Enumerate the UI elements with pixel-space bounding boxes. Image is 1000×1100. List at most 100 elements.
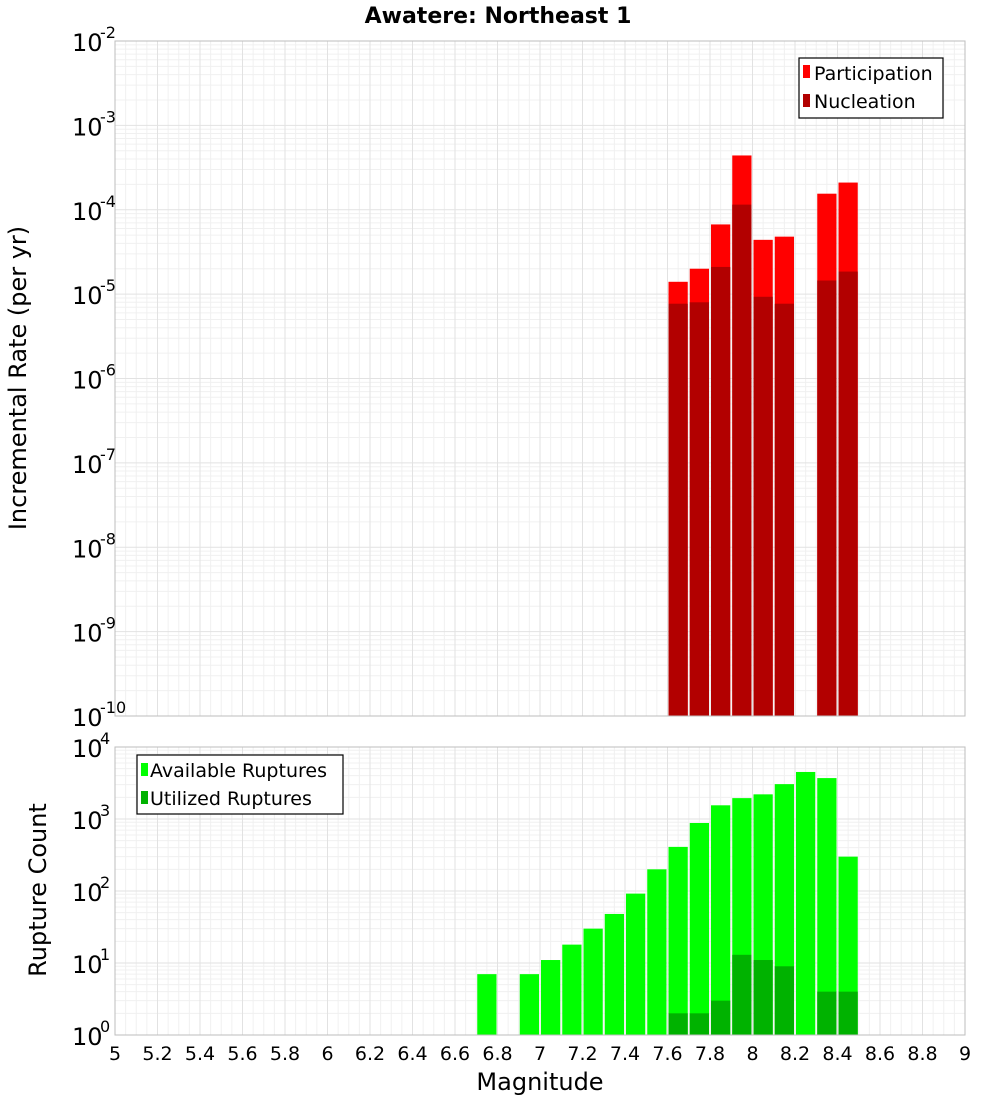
- top-y-tick-exponent: -9: [100, 614, 116, 633]
- x-tick-label: 6.2: [355, 1043, 385, 1065]
- available-ruptures-bar: [796, 771, 816, 1035]
- bottom-legend: Available Ruptures Utilized Ruptures: [136, 754, 344, 815]
- nucleation-bar: [753, 296, 773, 716]
- available-ruptures-bar: [689, 822, 709, 1035]
- top-legend-box: [798, 57, 944, 119]
- top-y-tick-label: 10: [72, 535, 103, 563]
- available-ruptures-bar: [711, 805, 731, 1035]
- x-tick-label: 7.8: [695, 1043, 725, 1065]
- x-tick-label: 6.8: [482, 1043, 512, 1065]
- utilized-ruptures-bar: [732, 954, 752, 1035]
- bottom-y-tick-exponent: 3: [100, 801, 110, 820]
- top-y-tick-exponent: -7: [100, 445, 116, 464]
- available-ruptures-bar: [626, 893, 646, 1035]
- bottom-y-tick-label: 10: [72, 951, 103, 979]
- bottom-y-tick-label: 10: [72, 807, 103, 835]
- bottom-y-tick-label: 10: [72, 1023, 103, 1051]
- top-y-tick-label: 10: [72, 451, 103, 479]
- top-y-tick-exponent: -4: [100, 192, 116, 211]
- utilized-legend-swatch: [141, 791, 148, 804]
- utilized-ruptures-bar: [774, 966, 794, 1035]
- utilized-ruptures-bar: [753, 960, 773, 1035]
- nucleation-bar: [817, 280, 837, 716]
- x-tick-label: 5.2: [142, 1043, 172, 1065]
- available-ruptures-bar: [838, 856, 858, 1035]
- available-ruptures-bar: [647, 869, 667, 1035]
- participation-legend-label: Participation: [814, 63, 933, 85]
- x-tick-label: 8.2: [780, 1043, 810, 1065]
- bottom-y-axis-label: Rupture Count: [24, 803, 52, 977]
- available-ruptures-bar: [477, 974, 497, 1035]
- x-tick-label: 8.4: [822, 1043, 852, 1065]
- x-tick-label: 7.6: [652, 1043, 682, 1065]
- nucleation-legend-swatch: [803, 94, 810, 107]
- utilized-ruptures-bar: [668, 1013, 688, 1035]
- bottom-legend-box: [136, 754, 344, 815]
- top-y-tick-label: 10: [72, 367, 103, 395]
- utilized-ruptures-bar: [838, 991, 858, 1035]
- available-ruptures-bar: [604, 913, 624, 1035]
- top-legend: Participation Nucleation: [798, 57, 944, 119]
- bottom-y-tick-exponent: 1: [100, 945, 110, 964]
- available-ruptures-bar: [583, 928, 603, 1035]
- top-y-tick-exponent: -3: [100, 107, 116, 126]
- x-tick-label: 5: [109, 1043, 121, 1065]
- top-plot-frame: [114, 40, 966, 717]
- bottom-y-tick-exponent: 4: [100, 729, 110, 748]
- x-tick-label: 7.2: [567, 1043, 597, 1065]
- chart-title: Awatere: Northeast 1: [365, 4, 632, 29]
- nucleation-bar: [689, 302, 709, 716]
- utilized-ruptures-bar: [817, 991, 837, 1035]
- nucleation-bar: [838, 271, 858, 716]
- utilized-ruptures-bar: [711, 1000, 731, 1035]
- x-tick-label: 8.8: [907, 1043, 937, 1065]
- available-ruptures-bar: [668, 846, 688, 1035]
- bottom-plot-frame: [114, 746, 966, 1036]
- bottom-y-tick-label: 10: [72, 879, 103, 907]
- x-tick-label: 6: [321, 1043, 333, 1065]
- nucleation-bar: [668, 303, 688, 716]
- x-tick-label: 5.8: [270, 1043, 300, 1065]
- bottom-y-tick-exponent: 2: [100, 873, 110, 892]
- x-tick-label: 8: [746, 1043, 758, 1065]
- top-y-tick-label: 10: [72, 198, 103, 226]
- top-y-tick-exponent: -8: [100, 529, 116, 548]
- nucleation-bar: [711, 266, 731, 716]
- x-axis-ticks: 5 5.2 5.4 5.6 5.8 6 6.2 6.4 6.6 6.8 7 7.2 7.4 7.6 7.8 8…: [109, 1043, 971, 1065]
- x-tick-label: 6.4: [397, 1043, 427, 1065]
- top-y-tick-exponent: -10: [100, 698, 126, 717]
- x-tick-label: 5.4: [185, 1043, 215, 1065]
- bottom-y-tick-exponent: 0: [100, 1017, 110, 1036]
- top-y-tick-exponent: -5: [100, 276, 116, 295]
- available-ruptures-bar: [817, 778, 837, 1035]
- bottom-y-tick-label: 10: [72, 735, 103, 763]
- available-ruptures-bar: [541, 960, 561, 1035]
- utilized-legend-label: Utilized Ruptures: [150, 788, 312, 810]
- x-tick-label: 5.6: [227, 1043, 257, 1065]
- x-tick-label: 9: [959, 1043, 971, 1065]
- nucleation-legend-label: Nucleation: [814, 91, 916, 113]
- x-tick-label: 8.6: [865, 1043, 895, 1065]
- available-legend-label: Available Ruptures: [150, 760, 327, 782]
- available-legend-swatch: [141, 763, 148, 776]
- top-y-tick-label: 10: [72, 282, 103, 310]
- nucleation-bar: [774, 303, 794, 716]
- x-tick-label: 7: [534, 1043, 546, 1065]
- top-y-tick-exponent: -2: [100, 23, 116, 42]
- top-y-tick-label: 10: [72, 113, 103, 141]
- x-tick-label: 7.4: [610, 1043, 640, 1065]
- top-y-tick-label: 10: [72, 620, 103, 648]
- available-ruptures-bar: [562, 944, 582, 1035]
- top-y-tick-label: 10: [72, 704, 103, 732]
- top-y-axis-label: Incremental Rate (per yr): [4, 226, 32, 530]
- utilized-ruptures-bar: [689, 1013, 709, 1035]
- x-axis-label: Magnitude: [476, 1068, 603, 1096]
- nucleation-bar: [732, 204, 752, 717]
- participation-legend-swatch: [803, 65, 810, 78]
- top-y-tick-label: 10: [72, 29, 103, 57]
- x-tick-label: 6.6: [440, 1043, 470, 1065]
- top-y-tick-exponent: -6: [100, 361, 116, 380]
